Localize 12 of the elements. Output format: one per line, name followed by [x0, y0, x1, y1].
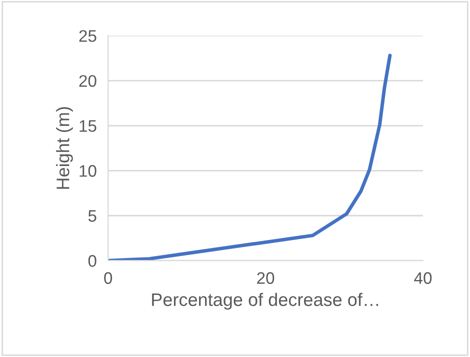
- y-tick-label: 15: [80, 120, 96, 132]
- y-tick-label: 10: [80, 165, 96, 177]
- y-tick-label: 20: [79, 75, 96, 87]
- x-tick-label: 0: [104, 272, 112, 284]
- x-tick-label: 20: [257, 272, 274, 284]
- y-tick-label: 25: [79, 30, 96, 42]
- x-axis-title: Percentage of decrease of…: [152, 292, 378, 310]
- x-tick-label: 40: [414, 272, 432, 284]
- y-tick-label: 0: [88, 255, 96, 267]
- y-tick-label: 5: [88, 210, 96, 222]
- y-axis-title: Height (m): [56, 107, 73, 189]
- line-series: [108, 54, 392, 261]
